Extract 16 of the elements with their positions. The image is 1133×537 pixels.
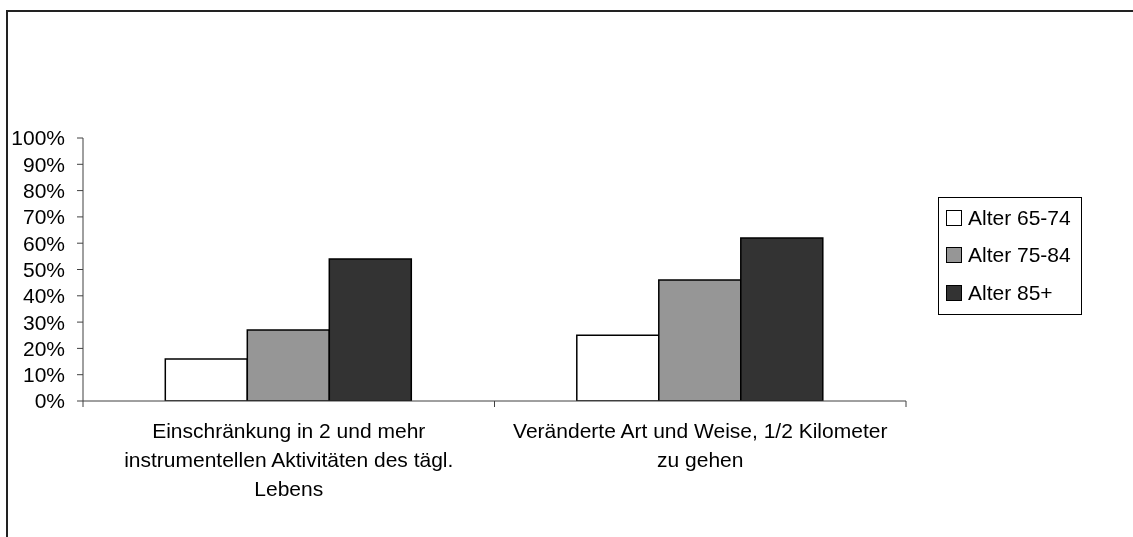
y-tick-label: 60% [22, 231, 65, 255]
y-tick-label: 90% [22, 152, 65, 176]
y-tick-label: 70% [22, 205, 65, 229]
y-tick-label: 30% [22, 310, 65, 334]
y-tick-label: 80% [22, 179, 65, 203]
y-tick-label: 40% [22, 284, 65, 308]
x-tick-label: Einschränkung in 2 und mehr instrumentellen Aktivitäten des tägl. Lebens [124, 419, 454, 500]
legend-label: Alter 85+ [968, 280, 1053, 305]
x-tick-label: Veränderte Art und Weise, 1/2 Kilometer zu gehen [513, 419, 888, 471]
legend-label: Alter 65-74 [968, 205, 1071, 230]
y-tick-label: 20% [22, 336, 65, 360]
y-tick-label: 0% [34, 389, 65, 413]
y-tick-label: 100% [11, 126, 65, 150]
y-tick-label: 10% [22, 363, 65, 387]
legend-label: Alter 75-84 [968, 243, 1071, 268]
y-tick-label: 50% [22, 257, 65, 281]
